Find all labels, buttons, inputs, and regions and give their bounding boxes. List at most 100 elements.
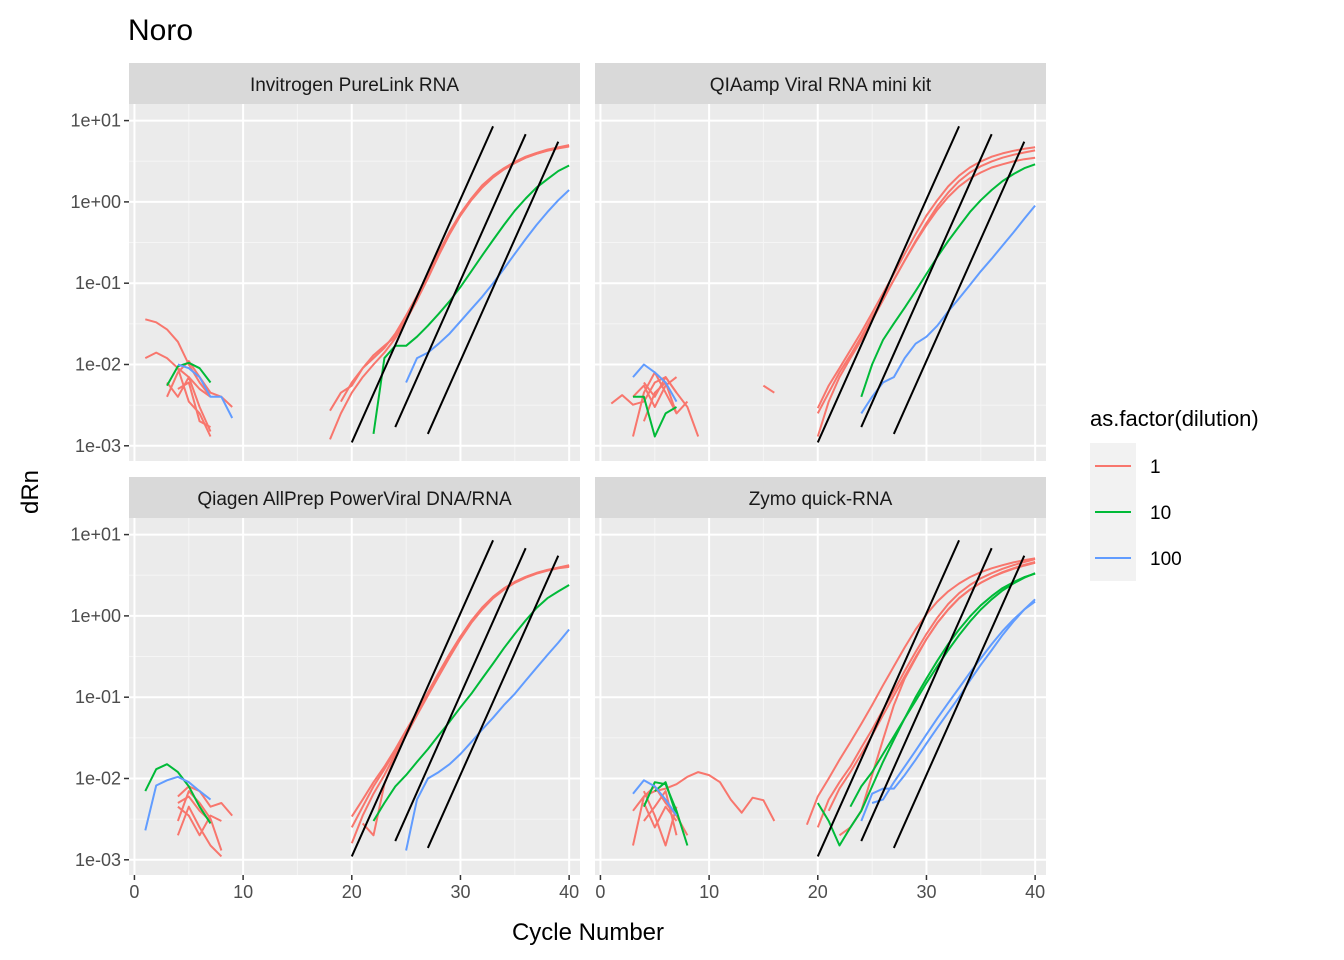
series-line-dilution-1	[816, 146, 1036, 409]
y-tick-label: 1e-02	[75, 768, 121, 788]
series-line-dilution-100	[871, 600, 1036, 804]
x-tick-label: 20	[342, 882, 362, 902]
series-line-dilution-10	[860, 163, 1036, 398]
series-line-dilution-100	[177, 363, 234, 419]
series-line-dilution-100	[405, 628, 570, 851]
series-group	[632, 539, 1036, 857]
series-line-dilution-1	[176, 805, 223, 858]
series-line-dilution-1	[838, 561, 1036, 837]
series-line-dilution-1	[340, 145, 570, 403]
facet-strip-label: Qiagen AllPrep PowerViral DNA/RNA	[197, 489, 512, 510]
legend-label: 1	[1150, 457, 1161, 478]
legend-entries: 1 10 100	[1095, 457, 1182, 570]
series-line-dilution-1	[166, 376, 212, 432]
facet-panel: QIAamp Viral RNA mini kit	[595, 63, 1046, 461]
facet-strip	[129, 63, 580, 104]
reference-line	[350, 539, 494, 857]
facet-strip-label: Zymo quick-RNA	[749, 489, 893, 510]
y-tick-label: 1e+01	[70, 111, 121, 131]
panels-layer: Invitrogen PureLink RNA 1e-03 1e-02 1e-01 1e…	[70, 63, 1046, 902]
y-tick-label: 1e-02	[75, 354, 121, 374]
reference-line	[860, 547, 993, 842]
facet-strip	[595, 477, 1046, 518]
x-tick-label: 40	[1025, 882, 1045, 902]
series-line-dilution-1	[176, 790, 223, 851]
series-line-dilution-100	[144, 775, 212, 831]
y-tick-label: 1e+00	[70, 192, 121, 212]
series-line-dilution-1	[642, 790, 678, 847]
reference-line	[394, 133, 527, 428]
reference-line	[394, 547, 527, 842]
series-line-dilution-1	[632, 376, 678, 408]
reference-line	[350, 125, 494, 443]
series-line-dilution-1	[632, 371, 689, 437]
legend-item: 10	[1095, 503, 1171, 524]
series-line-dilution-10	[633, 395, 678, 438]
y-tick-label: 1e-03	[75, 850, 121, 870]
legend-item: 1	[1095, 457, 1161, 478]
reference-line	[816, 125, 960, 443]
reference-line	[860, 133, 993, 428]
series-group	[144, 539, 570, 858]
y-tick-label: 1e+00	[70, 606, 121, 626]
series-line-dilution-1	[762, 384, 775, 394]
series-line-dilution-1	[177, 381, 211, 428]
facet-panel: Invitrogen PureLink RNA 1e-03 1e-02 1e-01 1e…	[70, 63, 580, 461]
series-line-dilution-1	[816, 558, 1036, 828]
series-line-dilution-1	[361, 564, 570, 837]
series-line-dilution-1	[610, 376, 700, 437]
facet-strip-label: Invitrogen PureLink RNA	[250, 75, 459, 96]
series-line-dilution-10	[144, 763, 212, 824]
reference-line	[816, 539, 960, 857]
gridlines	[595, 104, 1046, 461]
facet-panel: Qiagen AllPrep PowerViral DNA/RNA 1e-03 1e…	[70, 477, 580, 902]
series-line-dilution-1	[145, 318, 212, 398]
y-tick-label: 1e-03	[75, 436, 121, 456]
x-tick-label: 20	[808, 882, 828, 902]
series-line-dilution-100	[405, 189, 570, 383]
reference-line	[426, 141, 560, 435]
x-tick-label: 10	[233, 882, 253, 902]
reference-line	[892, 555, 1026, 849]
series-group	[610, 125, 1036, 443]
y-tick-label: 1e-01	[75, 273, 121, 293]
series-line-dilution-1	[816, 156, 1036, 414]
chart-title: Noro	[128, 14, 193, 47]
facet-strip	[595, 63, 1046, 104]
series-line-dilution-100	[632, 779, 678, 817]
legend: as.factor(dilution) 1 10 100	[1090, 406, 1259, 581]
x-tick-label: 30	[916, 882, 936, 902]
y-tick-label: 1e-01	[75, 687, 121, 707]
legend-title: as.factor(dilution)	[1090, 406, 1259, 431]
series-line-dilution-10	[166, 361, 212, 387]
y-axis-title: dRn	[17, 470, 44, 514]
legend-label: 10	[1150, 503, 1171, 524]
series-line-dilution-100	[632, 363, 678, 403]
x-tick-label: 10	[699, 882, 719, 902]
facet-panel: Zymo quick-RNA 0 10 20 30 40	[595, 477, 1046, 902]
facet-strip-label: QIAamp Viral RNA mini kit	[710, 75, 932, 96]
x-tick-label: 30	[450, 882, 470, 902]
reference-line	[892, 141, 1026, 435]
x-tick-label: 0	[595, 882, 605, 902]
x-tick-label: 0	[129, 882, 139, 902]
series-line-dilution-10	[816, 572, 1036, 847]
facet-strip	[129, 477, 580, 518]
series-line-dilution-1	[642, 381, 678, 422]
x-tick-label: 40	[559, 882, 579, 902]
reference-line	[426, 555, 560, 849]
series-line-dilution-1	[177, 805, 222, 837]
series-line-dilution-1	[642, 802, 678, 829]
series-line-dilution-10	[372, 584, 570, 822]
series-group	[144, 125, 570, 443]
x-axis-title: Cycle Number	[512, 919, 664, 946]
series-line-dilution-10	[654, 781, 678, 816]
series-line-dilution-1	[805, 557, 1036, 826]
series-line-dilution-1	[816, 149, 1036, 437]
series-line-dilution-10	[372, 164, 570, 435]
legend-item: 100	[1095, 549, 1182, 570]
y-tick-label: 1e+01	[70, 525, 121, 545]
legend-label: 100	[1150, 549, 1182, 570]
series-line-dilution-1	[177, 785, 233, 817]
